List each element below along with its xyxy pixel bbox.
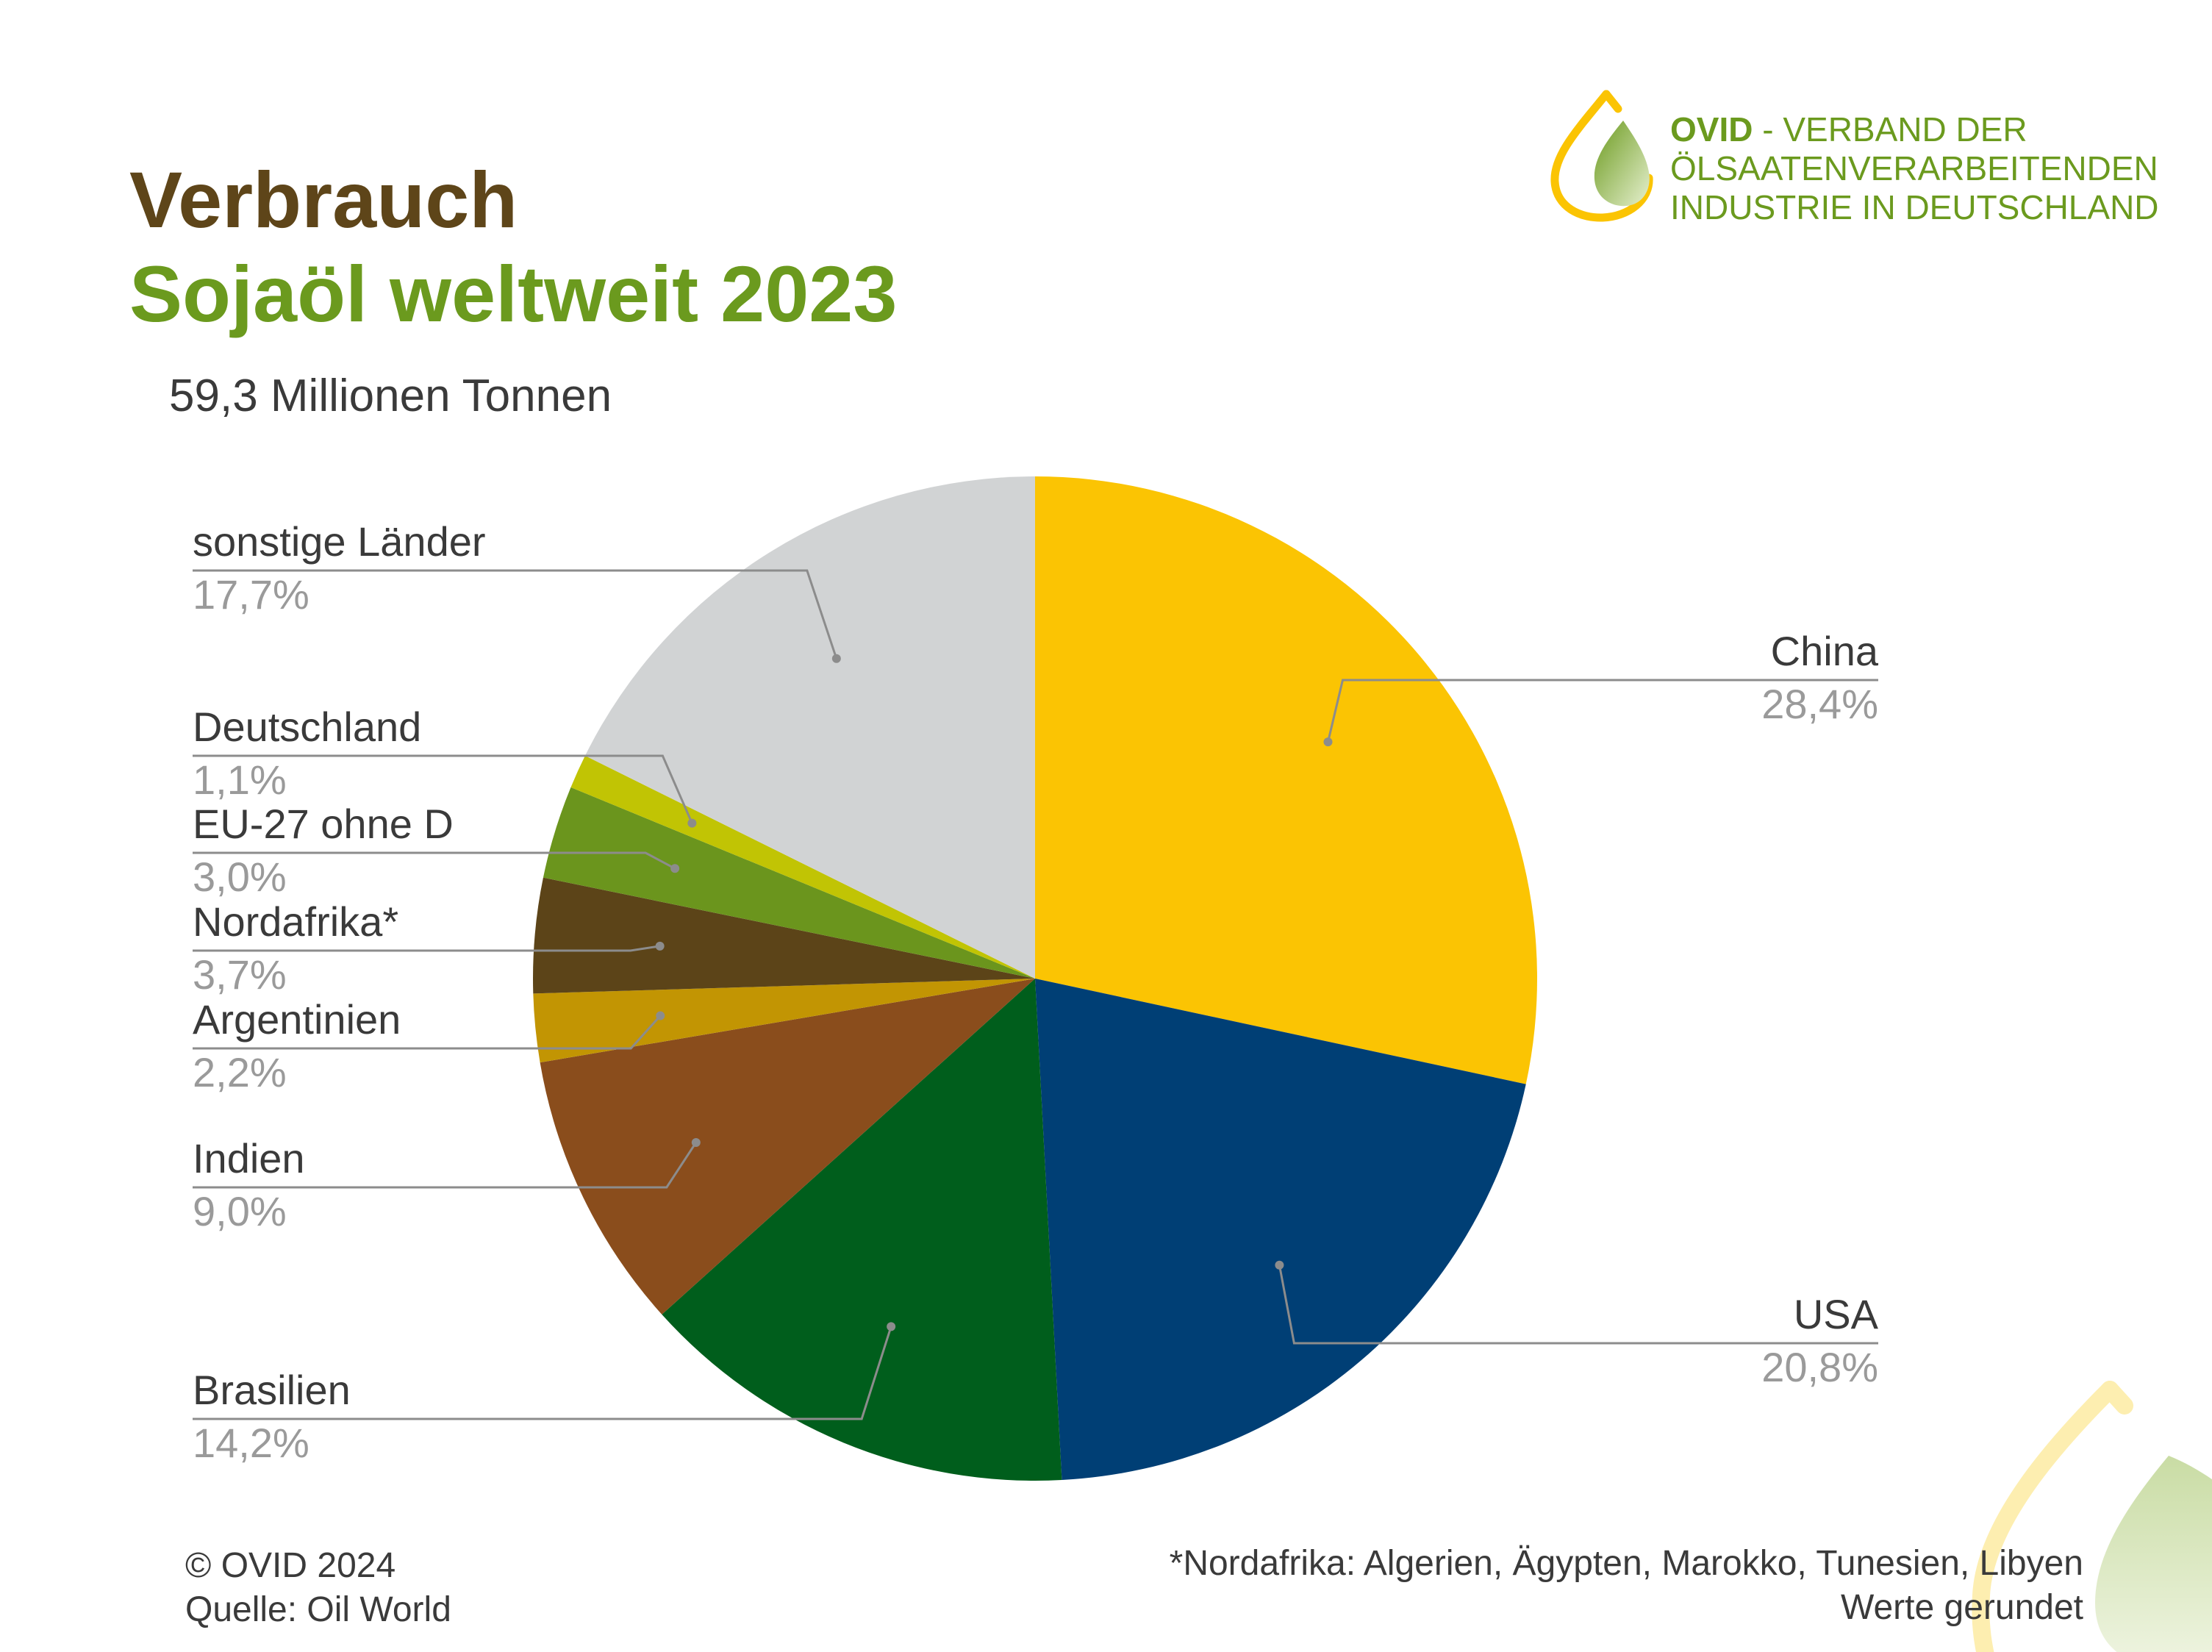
pie-slice-brasilien [662,979,1062,1481]
slice-value-china: 28,4% [1761,681,1878,727]
oil-drop-leaf-icon [1550,90,1653,222]
leader-dot-argentinien [656,1011,665,1020]
slice-label-argentinien: Argentinien [193,996,401,1043]
footer-credits: © OVID 2024 Quelle: Oil World [185,1544,451,1632]
pie-slice-usa [1035,979,1526,1481]
slice-label-china: China [1771,628,1879,674]
leader-dot-deutschland [687,818,697,828]
leader-lines [193,569,1878,1420]
slice-label-brasilien: Brasilien [193,1367,351,1413]
rounding-note: Werte gerundet [1841,1588,2083,1627]
pie-slice-sonstige-länder [584,476,1035,979]
leader-dot-eu-27-ohne-d [670,864,680,873]
logo-brand: OVID [1670,110,1753,149]
leader-line-usa [1278,1265,1878,1345]
slice-label-eu-27-ohne-d: EU-27 ohne D [193,801,454,847]
slice-label-indien: Indien [193,1135,305,1181]
logo-line1: - VERBAND DER [1753,110,2027,149]
pie-slice-eu-27-ohne-d [543,787,1035,979]
leader-line-argentinien [193,1015,662,1050]
slice-labels: China 28,4% USA 20,8% Brasilien 14,2% Indien 9,… [193,518,1879,1466]
logo-line2: ÖLSAATENVERARBEITENDEN [1670,149,2158,187]
slice-value-eu-27-ohne-d: 3,0% [193,854,287,900]
leader-dot-brasilien [887,1322,896,1331]
chart-title-line2: Sojaöl weltweit 2023 [129,249,898,338]
leader-dot-sonstige-länder [831,654,841,663]
source-text: Quelle: Oil World [185,1590,451,1629]
decorative-drop-icon [1972,1381,2212,1652]
footer-notes: *Nordafrika: Algerien, Ägypten, Marokko,… [1170,1542,2083,1630]
slice-value-usa: 20,8% [1761,1344,1878,1390]
slice-value-nordafrika: 3,7% [193,951,287,998]
pie-slice-argentinien [533,979,1035,1063]
slice-value-indien: 9,0% [193,1188,287,1234]
slice-label-sonstige-länder: sonstige Länder [193,518,486,565]
logo-line3: INDUSTRIE IN DEUTSCHLAND [1670,188,2159,226]
leader-dot-indien [691,1137,701,1147]
slice-value-sonstige-länder: 17,7% [193,571,309,618]
pie-slices [533,476,1537,1481]
leader-line-sonstige-länder [193,569,838,659]
footnote-text: *Nordafrika: Algerien, Ägypten, Marokko,… [1169,1544,2083,1583]
leader-dot-nordafrika [655,941,665,951]
slice-label-usa: USA [1794,1291,1879,1337]
slice-value-brasilien: 14,2% [193,1420,309,1466]
logo-text: OVID - VERBAND DER ÖLSAATENVERARBEITENDE… [1670,110,2159,227]
leader-line-china [1327,679,1878,743]
slice-value-argentinien: 2,2% [193,1049,287,1095]
slice-value-deutschland: 1,1% [193,757,287,803]
leader-dot-china [1323,737,1333,747]
leader-line-indien [193,1142,698,1189]
leader-dot-usa [1275,1260,1284,1270]
leader-line-deutschland [193,754,693,824]
pie-slice-indien [540,979,1035,1315]
pie-slice-nordafrika [533,877,1035,994]
slice-label-nordafrika: Nordafrika* [193,898,398,945]
leader-line-nordafrika [193,945,660,952]
leader-line-eu-27-ohne-d [193,851,676,870]
pie-slice-china [1035,476,1537,1084]
leader-line-brasilien [193,1326,892,1420]
copyright-text: © OVID 2024 [185,1546,396,1585]
chart-title-line1: Verbrauch [129,155,518,244]
slice-label-deutschland: Deutschland [193,704,421,750]
chart-subtitle: 59,3 Millionen Tonnen [169,371,612,421]
